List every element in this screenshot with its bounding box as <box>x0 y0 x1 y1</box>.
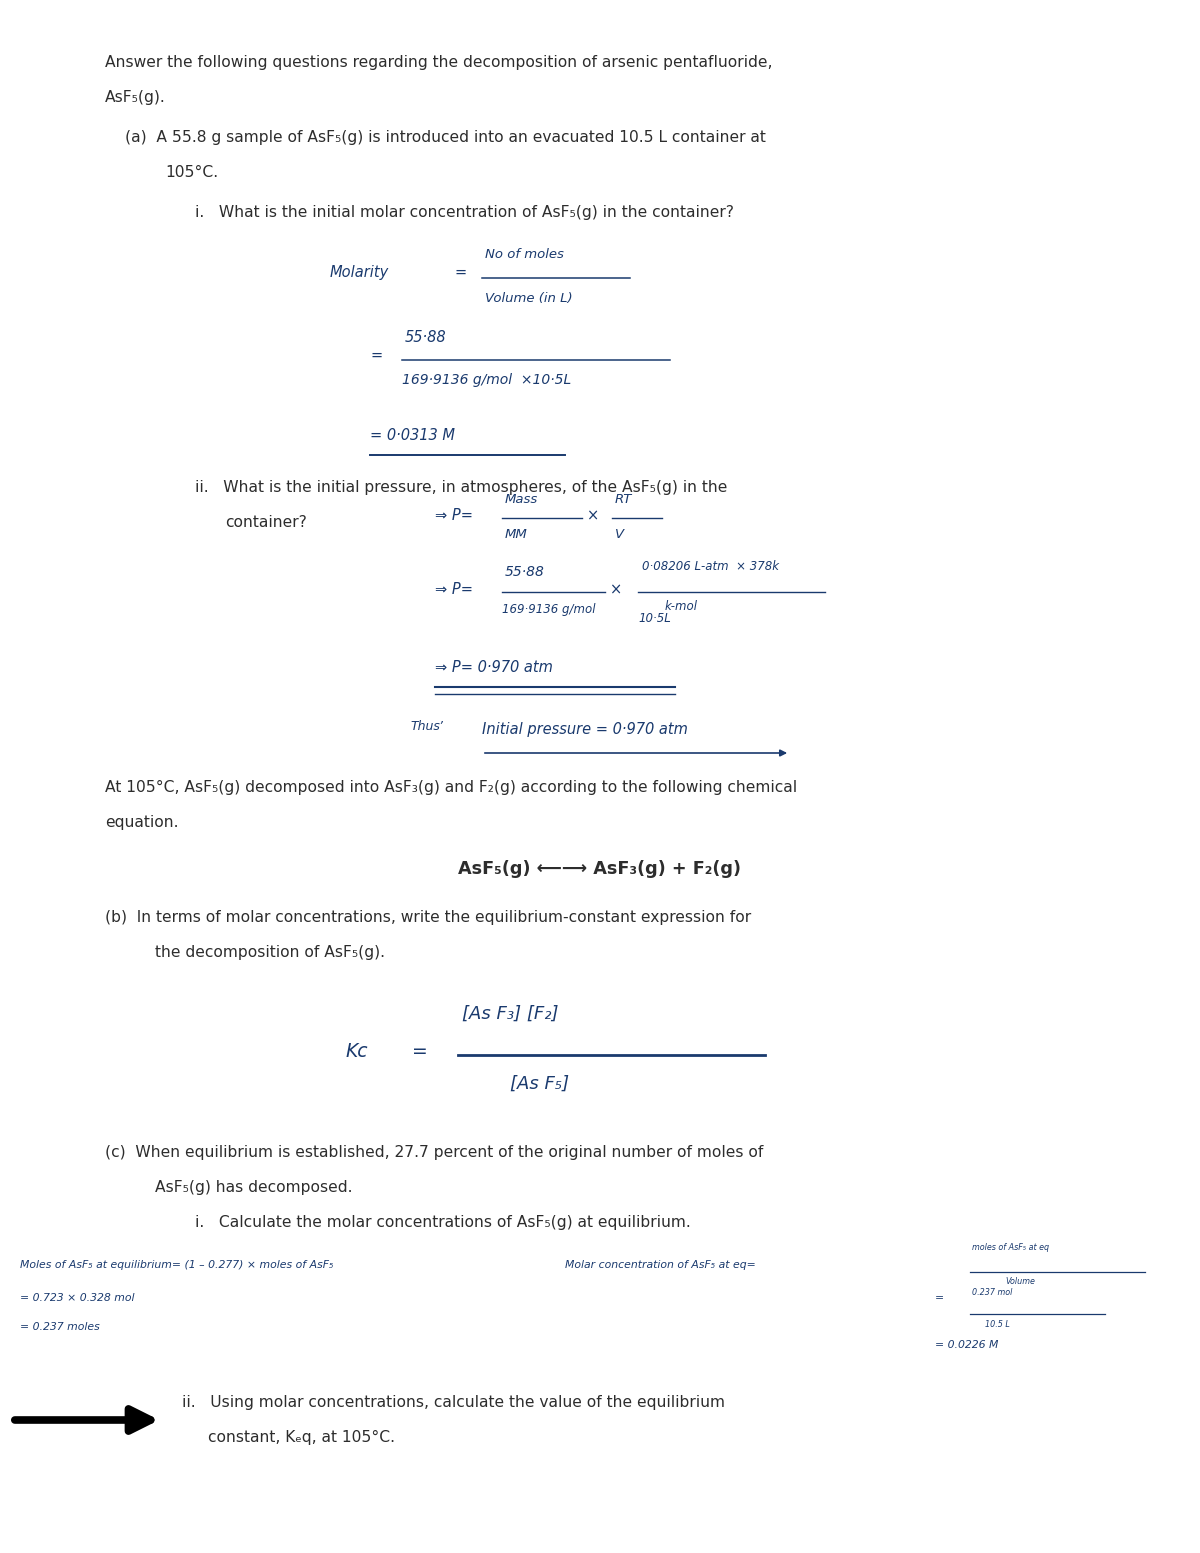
Text: AsF₅(g).: AsF₅(g). <box>106 90 166 106</box>
Text: i.   What is the initial molar concentration of AsF₅(g) in the container?: i. What is the initial molar concentrati… <box>196 205 734 221</box>
Text: Mass: Mass <box>505 492 539 506</box>
Text: ×: × <box>610 582 623 596</box>
Text: container?: container? <box>226 516 307 530</box>
Text: = 0·0313 M: = 0·0313 M <box>370 429 455 443</box>
Text: Molar concentration of AsF₅ at eq=: Molar concentration of AsF₅ at eq= <box>565 1259 756 1270</box>
Text: ⇒ P=: ⇒ P= <box>434 582 473 596</box>
Text: (b)  In terms of molar concentrations, write the equilibrium-constant expression: (b) In terms of molar concentrations, wr… <box>106 910 751 926</box>
Text: V: V <box>616 528 624 540</box>
Text: 10·5L: 10·5L <box>638 612 671 624</box>
Text: the decomposition of AsF₅(g).: the decomposition of AsF₅(g). <box>155 944 385 960</box>
Text: ii.   Using molar concentrations, calculate the value of the equilibrium: ii. Using molar concentrations, calculat… <box>182 1395 725 1410</box>
Text: ii.   What is the initial pressure, in atmospheres, of the AsF₅(g) in the: ii. What is the initial pressure, in atm… <box>196 480 727 495</box>
Text: ⇒ P= 0·970 atm: ⇒ P= 0·970 atm <box>434 660 553 676</box>
Text: At 105°C, AsF₅(g) decomposed into AsF₃(g) and F₂(g) according to the following c: At 105°C, AsF₅(g) decomposed into AsF₃(g… <box>106 780 797 795</box>
Text: AsF₅(g) ⟵⟶ AsF₃(g) + F₂(g): AsF₅(g) ⟵⟶ AsF₃(g) + F₂(g) <box>458 860 742 877</box>
Text: Molarity: Molarity <box>330 266 389 280</box>
Text: AsF₅(g) has decomposed.: AsF₅(g) has decomposed. <box>155 1180 353 1194</box>
Text: Volume (in L): Volume (in L) <box>485 292 572 304</box>
Text: = 0.237 moles: = 0.237 moles <box>20 1322 100 1332</box>
Text: ⇒ P=: ⇒ P= <box>434 508 473 523</box>
Text: =: = <box>412 1042 427 1061</box>
Text: Answer the following questions regarding the decomposition of arsenic pentafluor: Answer the following questions regarding… <box>106 54 773 70</box>
Text: Volume: Volume <box>1006 1277 1034 1286</box>
Text: = 0.0226 M: = 0.0226 M <box>935 1340 998 1350</box>
Text: equation.: equation. <box>106 815 179 829</box>
Text: =: = <box>370 348 382 363</box>
Text: 169·9136 g/mol: 169·9136 g/mol <box>502 603 595 617</box>
Text: 0·08206 L‑atm  × 378k: 0·08206 L‑atm × 378k <box>642 561 779 573</box>
Text: 55·88: 55·88 <box>406 329 446 345</box>
Text: i.   Calculate the molar concentrations of AsF₅(g) at equilibrium.: i. Calculate the molar concentrations of… <box>196 1214 691 1230</box>
Text: No of moles: No of moles <box>485 248 564 261</box>
Text: MM: MM <box>505 528 528 540</box>
Text: [As F₅]: [As F₅] <box>510 1075 569 1093</box>
Text: ×: × <box>587 508 599 523</box>
Text: 169·9136 g/mol  ×10·5L: 169·9136 g/mol ×10·5L <box>402 373 571 387</box>
Text: moles of AsF₅ at eq: moles of AsF₅ at eq <box>972 1242 1049 1252</box>
Text: RT: RT <box>616 492 632 506</box>
Text: 0.237 mol: 0.237 mol <box>972 1287 1013 1297</box>
Text: Thusʼ: Thusʼ <box>410 721 444 733</box>
Text: Moles of AsF₅ at equilibrium= (1 – 0.277) × moles of AsF₅: Moles of AsF₅ at equilibrium= (1 – 0.277… <box>20 1259 334 1270</box>
Text: Initial pressure = 0·970 atm: Initial pressure = 0·970 atm <box>482 722 688 738</box>
Text: 105°C.: 105°C. <box>166 165 218 180</box>
Text: Kᴄ: Kᴄ <box>346 1042 367 1061</box>
Text: =: = <box>935 1294 944 1303</box>
Text: [As F₃] [F₂]: [As F₃] [F₂] <box>462 1005 558 1023</box>
Text: = 0.723 × 0.328 mol: = 0.723 × 0.328 mol <box>20 1294 134 1303</box>
Text: 10.5 L: 10.5 L <box>985 1320 1010 1329</box>
Text: 55·88: 55·88 <box>505 565 545 579</box>
Text: constant, Kₑq, at 105°C.: constant, Kₑq, at 105°C. <box>208 1430 395 1444</box>
Text: (a)  A 55.8 g sample of AsF₅(g) is introduced into an evacuated 10.5 L container: (a) A 55.8 g sample of AsF₅(g) is introd… <box>125 130 766 144</box>
Text: =: = <box>455 266 467 280</box>
Text: k‑mol: k‑mol <box>665 599 698 613</box>
Text: (c)  When equilibrium is established, 27.7 percent of the original number of mol: (c) When equilibrium is established, 27.… <box>106 1145 763 1160</box>
